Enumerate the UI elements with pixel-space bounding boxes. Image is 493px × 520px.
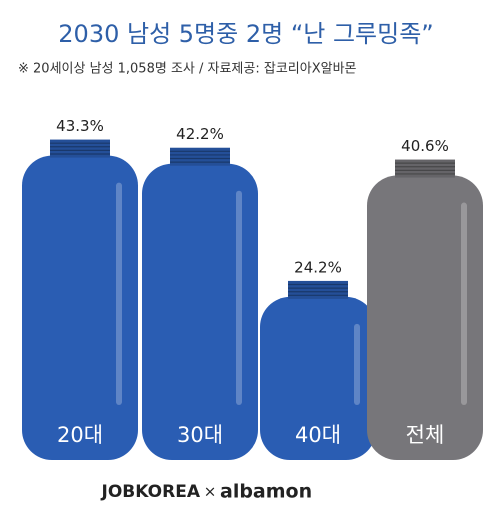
value-label: 43.3% — [56, 117, 104, 135]
category-label: 전체 — [406, 423, 445, 447]
chart-title: 2030 남성 5명중 2명 “난 그루밍족” — [58, 20, 433, 48]
bar — [260, 296, 376, 460]
bottle-cap — [288, 280, 348, 299]
bottle-highlight — [461, 202, 467, 405]
bar — [22, 155, 138, 460]
value-label: 40.6% — [401, 137, 449, 155]
bar — [367, 175, 483, 460]
value-label: 42.2% — [176, 125, 224, 143]
footer-separator: × — [204, 483, 217, 501]
value-label: 24.2% — [294, 258, 342, 276]
footer-brand: albamon — [220, 481, 312, 503]
chart-subtitle: ※ 20세이상 남성 1,058명 조사 / 자료제공: 잡코리아X알바몬 — [18, 62, 357, 77]
bottle-highlight — [354, 323, 360, 405]
bottle-cap — [170, 147, 230, 166]
bottle-highlight — [236, 190, 242, 405]
bar — [142, 163, 258, 460]
footer-brand: JOBKOREA — [101, 482, 201, 502]
bottle-cap — [50, 139, 110, 158]
bottle-cap — [395, 159, 455, 178]
bottle-highlight — [116, 182, 122, 405]
category-label: 40대 — [295, 423, 341, 447]
category-label: 30대 — [177, 423, 223, 447]
category-label: 20대 — [57, 423, 103, 447]
